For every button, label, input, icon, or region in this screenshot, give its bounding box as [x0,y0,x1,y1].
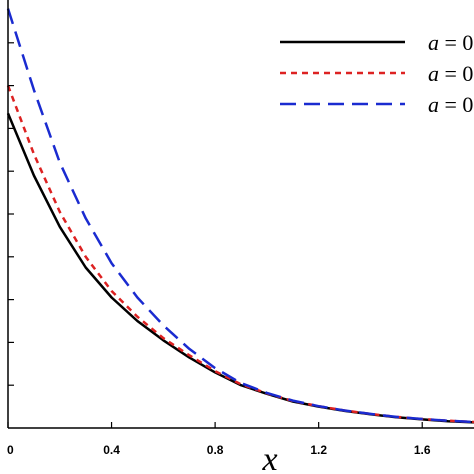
legend-label-2: a = 0 [428,61,473,86]
legend: a = 0 a = 0 a = 0 [280,30,473,117]
series-line-1 [6,112,474,424]
series-line-3 [6,8,474,424]
x-tick-label: 0.8 [207,443,224,457]
legend-label-1: a = 0 [428,30,473,55]
legend-label-3: a = 0 [428,92,473,117]
x-tick-label: 1.6 [414,443,431,457]
x-tick-label: 0 [7,443,14,457]
x-tick-label: 0.4 [103,443,120,457]
series-layer [6,8,474,424]
x-tick-label: 1.2 [310,443,327,457]
y-ticks [8,42,14,386]
x-axis-label: x [261,441,277,474]
x-ticks: 0 0.4 0.8 1.2 1.6 [7,422,431,457]
